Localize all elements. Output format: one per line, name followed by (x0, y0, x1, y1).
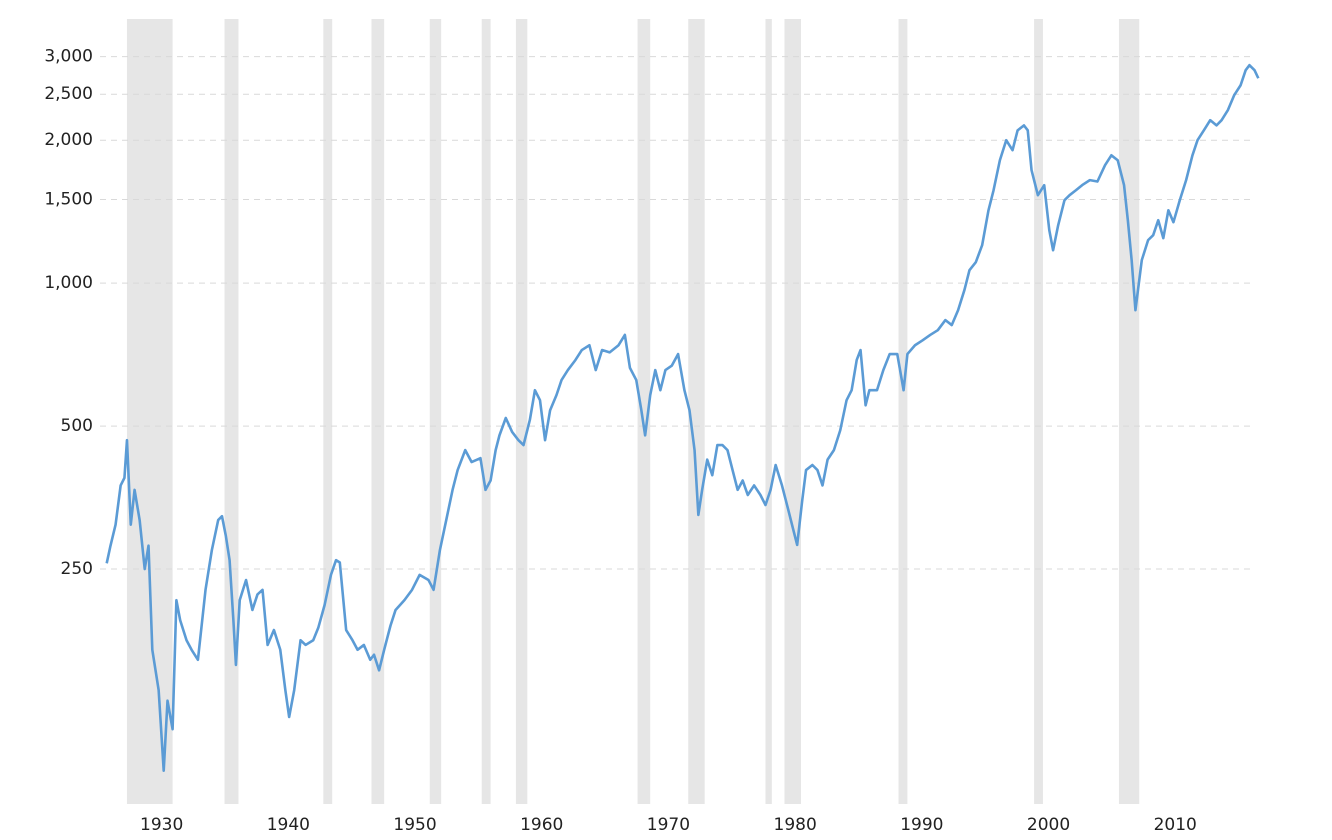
y-tick-label: 2,000 (44, 130, 93, 150)
y-tick-label: 3,000 (44, 47, 93, 67)
x-tick-label: 1950 (393, 815, 436, 835)
y-tick-label: 1,500 (44, 190, 93, 210)
recession-band (784, 19, 801, 804)
x-tick-label: 1990 (900, 815, 943, 835)
recession-band (637, 19, 651, 804)
recession-band (688, 19, 705, 804)
y-tick-label: 2,500 (44, 84, 93, 104)
recession-band (765, 19, 772, 804)
y-tick-label: 500 (61, 416, 93, 436)
x-tick-label: 2000 (1027, 815, 1070, 835)
data-line (105, 63, 1260, 773)
x-tick-label: 1960 (520, 815, 563, 835)
recession-band (515, 19, 528, 804)
recession-band (898, 19, 908, 804)
x-tick-label: 1930 (140, 815, 183, 835)
x-tick-label: 1970 (647, 815, 690, 835)
recession-band (481, 19, 491, 804)
y-tick-label: 1,000 (44, 273, 93, 293)
recession-band (1118, 19, 1140, 804)
recession-band (1034, 19, 1043, 804)
recession-band (371, 19, 385, 804)
x-tick-label: 2010 (1154, 815, 1197, 835)
x-tick-label: 1980 (774, 815, 817, 835)
recession-band (323, 19, 333, 804)
y-tick-label: 250 (61, 559, 93, 579)
recession-band (126, 19, 173, 804)
recession-band (224, 19, 239, 804)
x-tick-label: 1940 (267, 815, 310, 835)
recession-band (429, 19, 442, 804)
